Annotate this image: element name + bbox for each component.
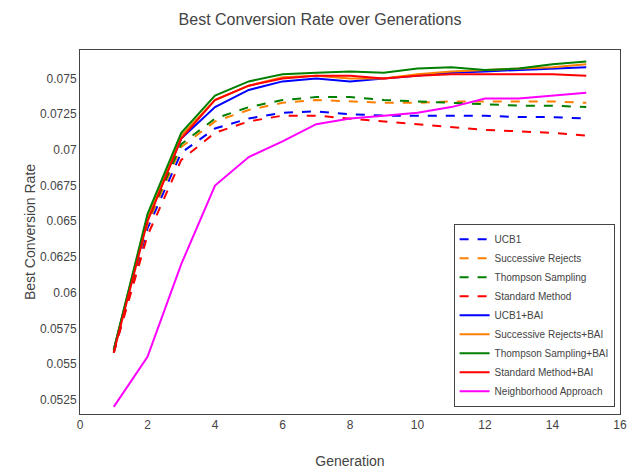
svg-text:Thompson Sampling+BAI: Thompson Sampling+BAI <box>495 348 609 359</box>
svg-text:14: 14 <box>546 418 560 432</box>
svg-text:Best Conversion Rate over Gene: Best Conversion Rate over Generations <box>179 11 462 28</box>
svg-text:Successive Rejects: Successive Rejects <box>495 253 582 264</box>
svg-text:Generation: Generation <box>315 453 384 469</box>
svg-text:2: 2 <box>144 418 151 432</box>
svg-text:UCB1+BAI: UCB1+BAI <box>495 310 544 321</box>
svg-text:0.0525: 0.0525 <box>40 393 77 407</box>
svg-text:0.0725: 0.0725 <box>40 107 77 121</box>
svg-text:Best Conversion Rate: Best Conversion Rate <box>22 164 38 300</box>
svg-text:Thompson Sampling: Thompson Sampling <box>495 272 587 283</box>
svg-text:0.0625: 0.0625 <box>40 250 77 264</box>
svg-text:0.055: 0.055 <box>47 357 77 371</box>
svg-text:Standard Method+BAI: Standard Method+BAI <box>495 367 594 378</box>
svg-text:10: 10 <box>411 418 425 432</box>
svg-text:0.06: 0.06 <box>53 286 77 300</box>
svg-text:UCB1: UCB1 <box>495 234 522 245</box>
svg-text:0.07: 0.07 <box>53 143 77 157</box>
svg-text:8: 8 <box>347 418 354 432</box>
svg-text:4: 4 <box>212 418 219 432</box>
svg-text:16: 16 <box>613 418 627 432</box>
svg-text:Successive Rejects+BAI: Successive Rejects+BAI <box>495 329 604 340</box>
svg-text:0: 0 <box>77 418 84 432</box>
svg-text:6: 6 <box>279 418 286 432</box>
svg-text:12: 12 <box>478 418 492 432</box>
svg-text:0.0575: 0.0575 <box>40 322 77 336</box>
svg-text:0.075: 0.075 <box>47 72 77 86</box>
svg-text:0.065: 0.065 <box>47 214 77 228</box>
svg-text:Neighborhood Approach: Neighborhood Approach <box>495 386 603 397</box>
svg-text:0.0675: 0.0675 <box>40 179 77 193</box>
svg-text:Standard Method: Standard Method <box>495 291 572 302</box>
